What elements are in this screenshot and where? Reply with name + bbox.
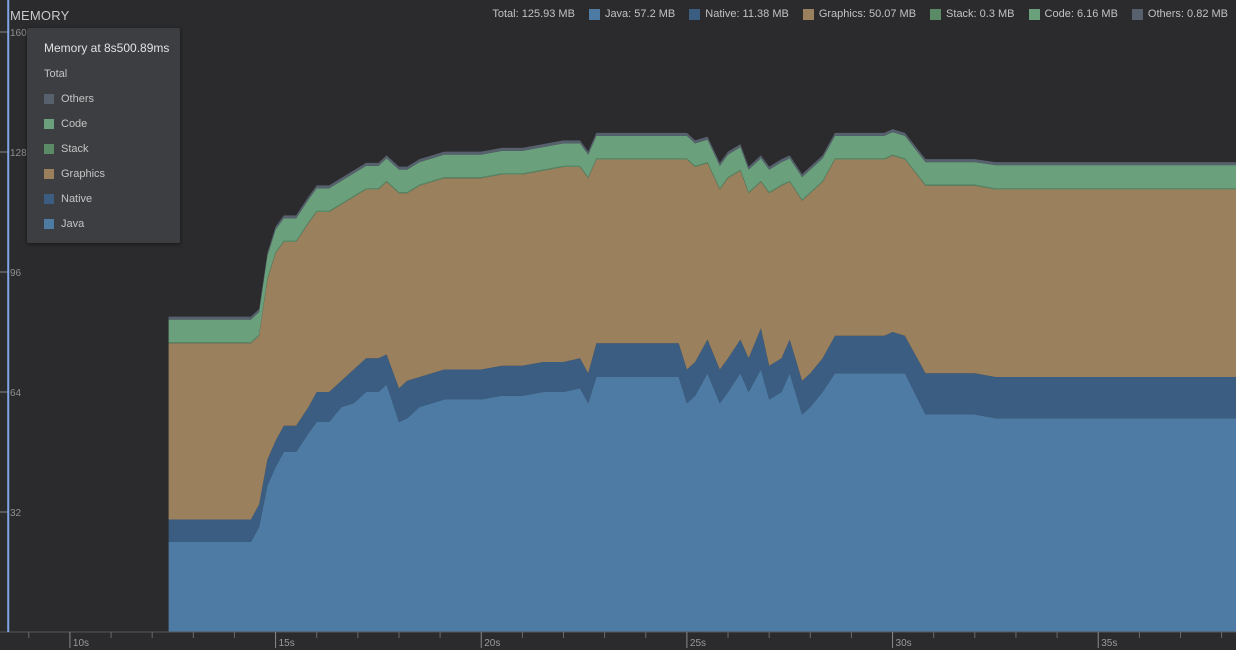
x-tick-label: 30s [896, 638, 912, 649]
tooltip-row-code: Code [44, 118, 87, 130]
graphics-swatch-icon [802, 8, 814, 20]
area-graphics [168, 155, 1236, 520]
code-swatch-icon [1028, 8, 1040, 20]
y-tick-label: 128 [10, 148, 27, 159]
x-tick-label: 20s [484, 638, 500, 649]
native-swatch-icon [689, 8, 701, 20]
x-axis: 10s 15s 20s 25s 30s 35s [0, 631, 1236, 649]
tooltip-row-others: Others [44, 93, 94, 105]
legend: Total: 125.93 MB Java: 57.2 MB Native: 1… [492, 8, 1228, 20]
area-java [168, 369, 1236, 632]
code-swatch-icon [44, 119, 54, 129]
x-tick-label: 15s [279, 638, 295, 649]
legend-item-java: Java: 57.2 MB [588, 8, 676, 20]
legend-label: Others: 0.82 MB [1147, 8, 1228, 20]
chart-title: MEMORY [10, 8, 70, 23]
legend-label: Stack: 0.3 MB [946, 8, 1015, 20]
graphics-swatch-icon [44, 169, 54, 179]
area-code [168, 132, 1236, 343]
legend-item-stack: Stack: 0.3 MB [930, 8, 1015, 20]
legend-item-others: Others: 0.82 MB [1131, 8, 1228, 20]
legend-label: Native: 11.38 MB [705, 8, 789, 20]
stack-swatch-icon [930, 8, 942, 20]
y-tick-label: 32 [10, 508, 22, 519]
legend-item-graphics: Graphics: 50.07 MB [802, 8, 917, 20]
legend-label: Code: 6.16 MB [1044, 8, 1118, 20]
tooltip-row-label: Native [61, 193, 93, 205]
others-swatch-icon [44, 94, 54, 104]
tooltip-row-label: Graphics [61, 168, 106, 180]
tooltip-row-label: Java [61, 218, 85, 230]
tooltip-total: Total [44, 68, 68, 80]
tooltip-row-java: Java [44, 218, 84, 230]
x-tick-label: 10s [73, 638, 89, 649]
java-swatch-icon [588, 8, 600, 20]
y-tick-label: 160 [10, 28, 27, 39]
native-swatch-icon [44, 194, 54, 204]
legend-item-code: Code: 6.16 MB [1028, 8, 1118, 20]
tooltip-row-label: Others [61, 93, 95, 105]
series-areas [168, 129, 1236, 632]
legend-item-native: Native: 11.38 MB [689, 8, 789, 20]
java-swatch-icon [44, 219, 54, 229]
legend-label: Graphics: 50.07 MB [818, 8, 917, 20]
legend-label: Java: 57.2 MB [604, 8, 676, 20]
area-native [168, 328, 1236, 542]
x-tick-label: 35s [1101, 638, 1117, 649]
x-tick-label: 25s [690, 638, 706, 649]
tooltip-row-graphics: Graphics [44, 168, 105, 180]
tooltip-row-native: Native [44, 193, 92, 205]
others-swatch-icon [1131, 8, 1143, 20]
memory-tooltip: Memory at 8s500.89ms Total Others Code S… [27, 28, 180, 243]
tooltip-row-stack: Stack [44, 143, 89, 155]
tooltip-title: Memory at 8s500.89ms [44, 41, 170, 55]
legend-total: Total: 125.93 MB [492, 8, 575, 20]
y-tick-label: 96 [10, 268, 22, 279]
y-tick-label: 64 [10, 388, 22, 399]
tooltip-row-label: Code [61, 118, 88, 130]
y-axis: 32 64 96 128 160 [0, 28, 27, 519]
stack-swatch-icon [44, 144, 54, 154]
tooltip-row-label: Stack [61, 143, 89, 155]
